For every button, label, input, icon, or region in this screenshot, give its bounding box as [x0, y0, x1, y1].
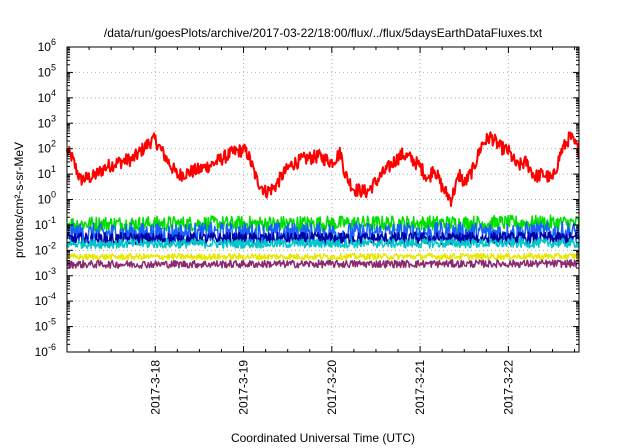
y-tick-label: 10-5 [35, 317, 56, 334]
series-line [66, 252, 580, 261]
y-tick-label: 10-2 [35, 240, 56, 257]
y-tick-label: 106 [38, 37, 56, 54]
x-tick-label: 2017-3-20 [325, 360, 339, 415]
series-line [66, 237, 580, 250]
x-tick-label: 2017-3-19 [237, 360, 251, 415]
y-tick-label: 10-6 [35, 342, 56, 359]
y-axis: 10-6 10-5 10-4 10-3 10-2 10-1 100 101 102 103 104 1… [35, 37, 579, 359]
series-group [66, 131, 580, 269]
y-tick-label: 102 [38, 139, 56, 156]
grid [67, 47, 579, 352]
y-axis-title: protons/cm²-s-sr-MeV [12, 142, 26, 258]
x-tick-label: 2017-3-21 [413, 360, 427, 415]
y-tick-label: 10-3 [35, 266, 56, 283]
series-line [66, 214, 580, 233]
series-line [66, 131, 580, 207]
y-tick-label: 10-4 [35, 291, 56, 308]
chart-title: /data/run/goesPlots/archive/2017-03-22/1… [104, 26, 543, 40]
x-tick-label: 2017-3-22 [501, 360, 515, 415]
x-axis: 2017-3-18 2017-3-19 2017-3-20 2017-3-21 2017… [88, 47, 576, 415]
x-axis-title: Coordinated Universal Time (UTC) [231, 431, 415, 445]
y-tick-label: 104 [38, 88, 56, 105]
y-tick-label: 101 [38, 164, 56, 181]
y-tick-label: 10-1 [35, 215, 56, 232]
series-line [66, 259, 580, 269]
y-tick-label: 100 [38, 190, 56, 207]
y-tick-label: 103 [38, 113, 56, 130]
x-tick-label: 2017-3-18 [148, 360, 162, 415]
y-tick-label: 105 [38, 62, 56, 79]
